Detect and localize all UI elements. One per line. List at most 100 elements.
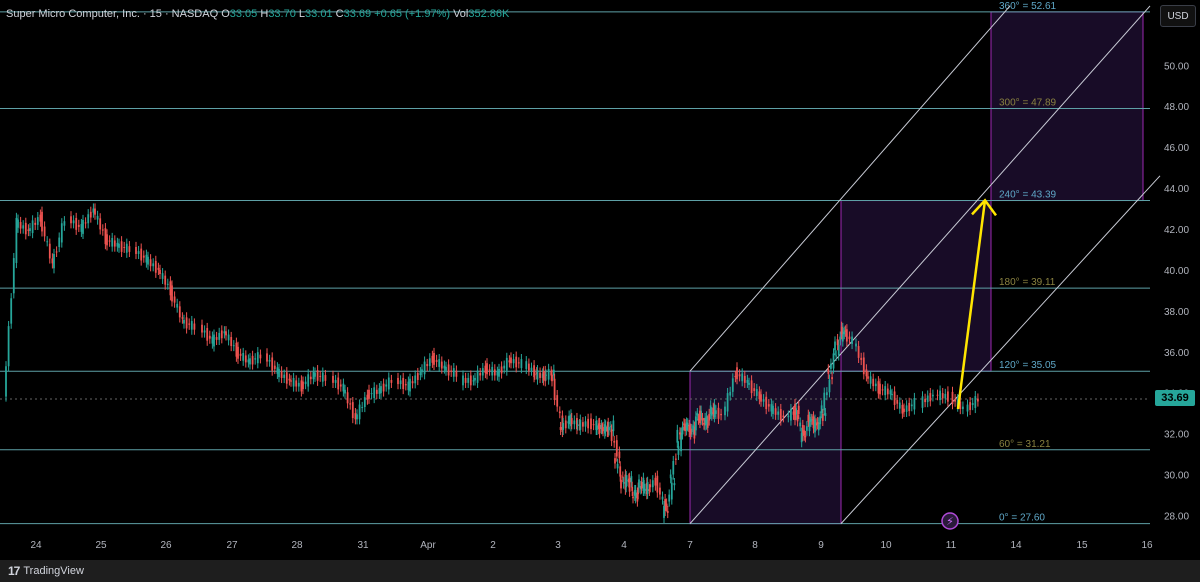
bottom-bar: 17 TradingView [0, 560, 1200, 582]
candle-body [390, 379, 393, 383]
candle-body [910, 404, 913, 407]
candle-body [812, 416, 815, 429]
time-axis-tick: 24 [30, 540, 42, 551]
candle-body [654, 477, 657, 486]
candle-body [634, 490, 637, 499]
candle-body [649, 484, 652, 488]
candle-body [656, 475, 659, 493]
candle-body [690, 429, 693, 432]
candle-body [493, 369, 496, 376]
candle-body [542, 371, 545, 381]
candle-body [84, 222, 87, 224]
price-chart[interactable]: 28.0030.0032.0034.0036.0038.0040.0042.00… [0, 0, 1200, 560]
candle-body [884, 386, 887, 396]
candle-body [552, 369, 555, 376]
candle-body [803, 430, 806, 436]
candle-body [706, 420, 709, 428]
price-axis-tick: 30.00 [1164, 471, 1189, 482]
candle-body [762, 399, 765, 402]
candle-body [152, 263, 155, 267]
candle-body [166, 283, 169, 285]
candle-body [631, 486, 634, 491]
candle-body [94, 208, 96, 215]
candle-body [409, 378, 411, 392]
candle-body [190, 321, 193, 330]
candle-body [53, 253, 55, 269]
candle-body [533, 365, 535, 378]
candle-body [366, 394, 369, 400]
candle-body [782, 415, 785, 418]
candle-body [334, 379, 337, 383]
candle-body [254, 358, 257, 360]
gann-level-label: 120° = 35.05 [999, 360, 1057, 371]
candle-body [203, 330, 206, 333]
candle-body [527, 363, 530, 371]
candle-body [697, 418, 700, 420]
symbol-legend: Super Micro Computer, Inc. · 15 · NASDAQ… [6, 8, 509, 20]
candle-body [609, 426, 612, 428]
candle-body [669, 474, 672, 479]
candle-body [684, 424, 687, 432]
candle-body [787, 415, 790, 418]
candle-body [774, 408, 777, 415]
candle-body [758, 391, 761, 400]
candle-body [743, 375, 746, 383]
open-label: O [221, 8, 230, 20]
candle-body [382, 383, 385, 392]
time-axis-tick: 16 [1141, 540, 1153, 551]
price-axis-tick: 48.00 [1164, 102, 1189, 113]
candle-body [232, 345, 235, 347]
candle-body [378, 388, 381, 394]
candle-body [592, 424, 595, 426]
candle-body [731, 378, 734, 392]
candle-body [726, 393, 729, 412]
gann-level-label: 0° = 27.60 [999, 513, 1045, 524]
candle-body [271, 357, 274, 371]
candle-body [266, 353, 268, 362]
candle-body [419, 372, 422, 376]
time-axis-tick: 9 [818, 540, 824, 551]
candle-body [220, 330, 223, 339]
candle-body [676, 429, 679, 443]
candle-body [397, 377, 399, 385]
candle-body [431, 355, 434, 363]
candle-body [201, 324, 203, 333]
candle-body [696, 413, 699, 416]
close-value: 33.69 [343, 8, 372, 20]
candle-body [242, 352, 245, 361]
candle-body [924, 398, 926, 403]
candle-body [959, 401, 962, 410]
candle-body [404, 384, 407, 386]
candle-body [273, 365, 276, 369]
candle-body [693, 426, 696, 439]
gann-box-3 [990, 11, 1144, 202]
candle-body [584, 421, 587, 427]
candle-body [686, 423, 689, 427]
candle-body [666, 510, 669, 513]
candle-body [810, 418, 812, 422]
candle-body [290, 380, 292, 382]
open-value: 33.05 [229, 8, 258, 20]
lightning-icon: ⚡ [946, 515, 954, 528]
candle-body [10, 298, 13, 324]
candle-body [865, 369, 868, 377]
candle-body [823, 392, 826, 411]
candle-body [92, 208, 95, 213]
candle-body [941, 393, 944, 399]
candle-body [708, 413, 711, 421]
candle-body [249, 358, 251, 365]
gann-level-label: 240° = 43.39 [999, 190, 1057, 201]
tradingview-logo[interactable]: 17 TradingView [8, 564, 84, 578]
candle-body [169, 281, 172, 296]
candle-body [704, 418, 707, 426]
candle-body [72, 220, 75, 224]
candle-body [824, 413, 827, 417]
candle-body [701, 418, 704, 421]
candle-body [896, 400, 899, 404]
candle-body [488, 369, 491, 371]
currency-button[interactable]: USD [1160, 5, 1196, 27]
lightning-badge [941, 512, 959, 530]
candle-body [58, 237, 61, 247]
candle-body [681, 426, 684, 435]
candle-body [974, 396, 977, 408]
